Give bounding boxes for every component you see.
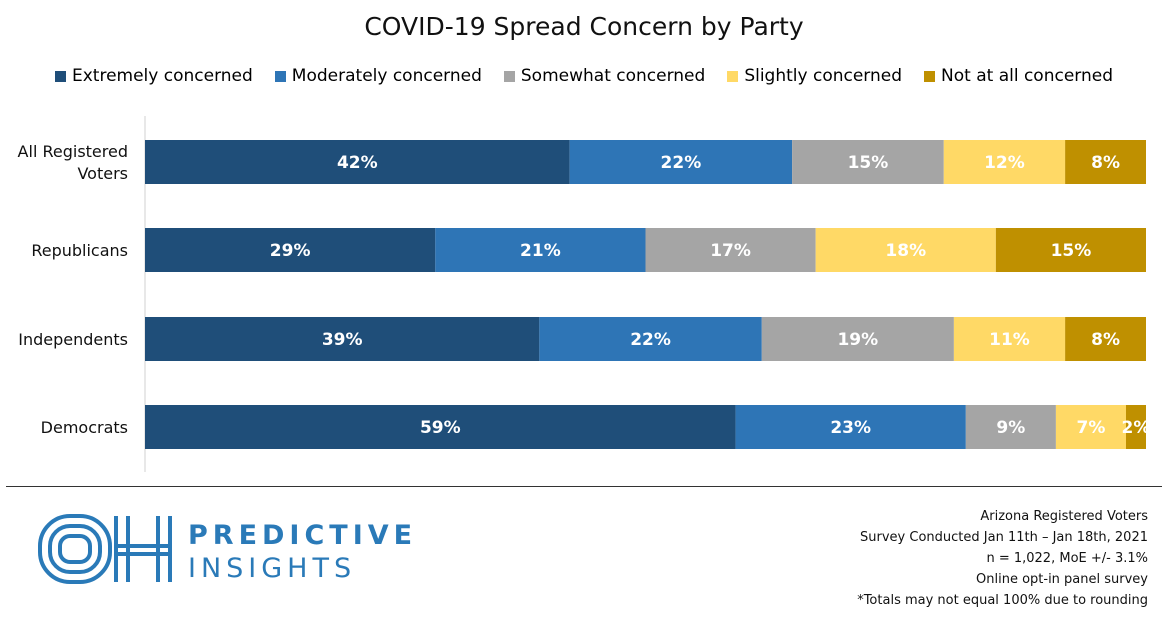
legend-swatch (727, 70, 739, 82)
note-sample: n = 1,022, MoE +/- 3.1% (986, 551, 1148, 566)
legend-label: Slightly concerned (744, 66, 903, 86)
brand-name: PREDICTIVE INSIGHTS (188, 520, 417, 584)
data-label: 39% (322, 330, 363, 350)
data-label: 11% (989, 330, 1030, 350)
bar-segment (1065, 317, 1146, 361)
bar-segment (435, 228, 646, 272)
data-label: 59% (420, 418, 461, 438)
data-label: 15% (1051, 241, 1092, 261)
category-label: All Registered Voters (18, 142, 128, 183)
data-label: 21% (520, 241, 561, 261)
category-label: Democrats (41, 418, 128, 437)
data-label: 42% (337, 153, 378, 173)
note-population: Arizona Registered Voters (980, 509, 1148, 524)
legend-swatch (503, 70, 515, 82)
bar-segment (1065, 140, 1146, 184)
legend-swatch (924, 70, 936, 82)
brand-line-2: INSIGHTS (188, 553, 357, 584)
data-label: 17% (710, 241, 751, 261)
chart-legend: Extremely concerned Moderately concerned S… (0, 66, 1168, 86)
bar-segment (815, 228, 996, 272)
data-label: 9% (996, 418, 1025, 438)
stacked-bar-chart: 42% 22% 15% 12% 8% All Registered Voters 29% 21%… (18, 116, 1151, 472)
data-label: 18% (885, 241, 926, 261)
legend-swatch (274, 70, 286, 82)
brand-line-1: PREDICTIVE (188, 520, 418, 551)
legend-item: Extremely concerned (55, 66, 253, 86)
data-label: 7% (1077, 418, 1106, 438)
bar-segment (145, 140, 570, 184)
note-dates: Survey Conducted Jan 11th – Jan 18th, 20… (860, 530, 1148, 545)
data-label: 8% (1091, 330, 1120, 350)
bar-segment (761, 317, 954, 361)
data-label: 22% (630, 330, 671, 350)
bar-segment (645, 228, 816, 272)
chart-title: COVID-19 Spread Concern by Party (364, 12, 804, 41)
category-label: Republicans (31, 241, 128, 260)
bar-segment (995, 228, 1146, 272)
legend-item: Slightly concerned (727, 66, 902, 86)
legend-label: Moderately concerned (291, 66, 482, 86)
oh-logo-icon (38, 514, 172, 584)
legend-swatch (55, 70, 66, 82)
legend-item: Not at all concerned (924, 66, 1113, 86)
legend-label: Extremely concerned (72, 66, 253, 86)
data-label: 29% (270, 241, 311, 261)
bar-segment (953, 317, 1066, 361)
data-label: 15% (848, 153, 889, 173)
bar-segment (792, 140, 944, 184)
note-method: Online opt-in panel survey (976, 572, 1148, 587)
footer-divider (6, 486, 1162, 487)
legend-label: Not at all concerned (941, 66, 1113, 86)
bar-segment (145, 405, 736, 449)
bar-segment (965, 405, 1056, 449)
legend-label: Somewhat concerned (520, 66, 706, 86)
data-label: 2% (1122, 418, 1151, 438)
bar-segment (569, 140, 793, 184)
legend-item: Moderately concerned (274, 66, 482, 86)
bar-segment (145, 228, 436, 272)
bar-segment (1055, 405, 1126, 449)
bar-segment (145, 317, 540, 361)
category-label: Independents (18, 330, 128, 349)
survey-notes: Arizona Registered Voters Survey Conduct… (857, 506, 1148, 611)
data-label: 12% (984, 153, 1025, 173)
data-label: 19% (837, 330, 878, 350)
bar-segment (735, 405, 966, 449)
bar-segment (1125, 405, 1146, 449)
bar-segment (539, 317, 762, 361)
data-label: 22% (661, 153, 702, 173)
note-rounding: *Totals may not equal 100% due to roundi… (857, 593, 1148, 608)
bar-segment (943, 140, 1066, 184)
data-label: 8% (1091, 153, 1120, 173)
legend-item: Somewhat concerned (503, 66, 706, 86)
data-label: 23% (830, 418, 871, 438)
